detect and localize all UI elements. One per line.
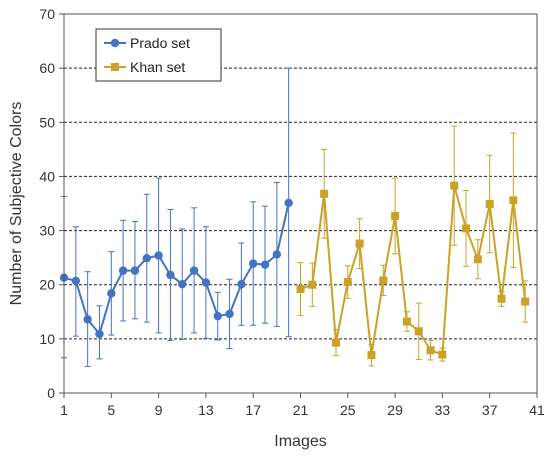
legend-label: Prado set — [130, 35, 190, 51]
data-point — [249, 259, 258, 268]
data-point — [142, 253, 151, 263]
data-point — [71, 276, 81, 286]
data-point — [462, 224, 471, 233]
series-line — [63, 202, 290, 337]
x-axis-ticks: 1 5 9 13 17 21 25 29 33 37 41 — [60, 393, 545, 418]
data-point — [414, 327, 423, 336]
legend-marker — [110, 38, 120, 48]
data-point — [367, 351, 376, 360]
legend-marker — [111, 63, 119, 71]
x-tick-label: 21 — [293, 402, 309, 418]
data-point — [201, 278, 211, 287]
data-point — [189, 266, 199, 275]
data-point — [272, 250, 282, 259]
data-point — [402, 317, 411, 326]
data-point — [320, 189, 329, 198]
x-tick-label: 9 — [155, 402, 163, 418]
series-layer — [59, 67, 530, 367]
data-point — [178, 279, 187, 289]
data-point — [107, 289, 116, 298]
data-point — [83, 315, 92, 324]
data-point — [237, 279, 246, 289]
y-tick-label: 0 — [47, 385, 55, 401]
x-tick-label: 29 — [387, 402, 403, 418]
legend-box — [95, 28, 222, 82]
series-prado — [59, 67, 293, 367]
legend: Prado set Khan set — [95, 28, 222, 82]
y-tick-label: 20 — [39, 277, 55, 293]
x-tick-label: 37 — [482, 402, 498, 418]
data-point — [130, 266, 140, 275]
data-point — [118, 266, 128, 275]
data-point — [450, 181, 459, 190]
data-point — [308, 280, 317, 289]
data-point — [438, 350, 447, 359]
data-point — [355, 239, 364, 248]
y-tick-label: 60 — [39, 60, 55, 76]
x-tick-label: 41 — [529, 402, 545, 418]
y-tick-label: 50 — [39, 114, 55, 130]
x-axis-title: Images — [274, 433, 326, 450]
legend-label: Khan set — [130, 59, 185, 75]
data-point — [95, 329, 104, 339]
y-axis-ticks: 0 10 20 30 40 50 60 70 — [39, 6, 64, 401]
x-tick-label: 25 — [340, 402, 356, 418]
x-tick-label: 5 — [107, 402, 115, 418]
data-point — [379, 276, 388, 285]
data-point — [166, 270, 175, 280]
data-point — [154, 251, 163, 260]
data-point — [426, 346, 435, 355]
data-point — [391, 211, 400, 220]
data-point — [497, 294, 506, 303]
series-khan — [296, 125, 530, 367]
plot-frame — [63, 13, 538, 394]
y-tick-label: 30 — [39, 223, 55, 239]
data-point — [296, 285, 305, 294]
x-tick-label: 1 — [60, 402, 68, 418]
data-point — [343, 278, 352, 287]
x-tick-label: 13 — [198, 402, 214, 418]
y-tick-label: 10 — [39, 331, 55, 347]
data-point — [485, 200, 494, 209]
x-tick-label: 17 — [245, 402, 261, 418]
y-tick-label: 70 — [39, 6, 55, 22]
y-axis-title: Number of Subjective Colors — [8, 102, 25, 306]
series-line — [300, 185, 527, 356]
data-point — [521, 297, 530, 306]
data-point — [331, 338, 340, 347]
y-tick-label: 40 — [39, 168, 55, 184]
x-tick-label: 33 — [435, 402, 451, 418]
data-point — [225, 309, 234, 319]
data-point — [260, 260, 270, 269]
data-point — [473, 255, 482, 264]
data-point — [284, 198, 293, 208]
data-point — [509, 196, 518, 205]
data-point — [213, 311, 222, 321]
